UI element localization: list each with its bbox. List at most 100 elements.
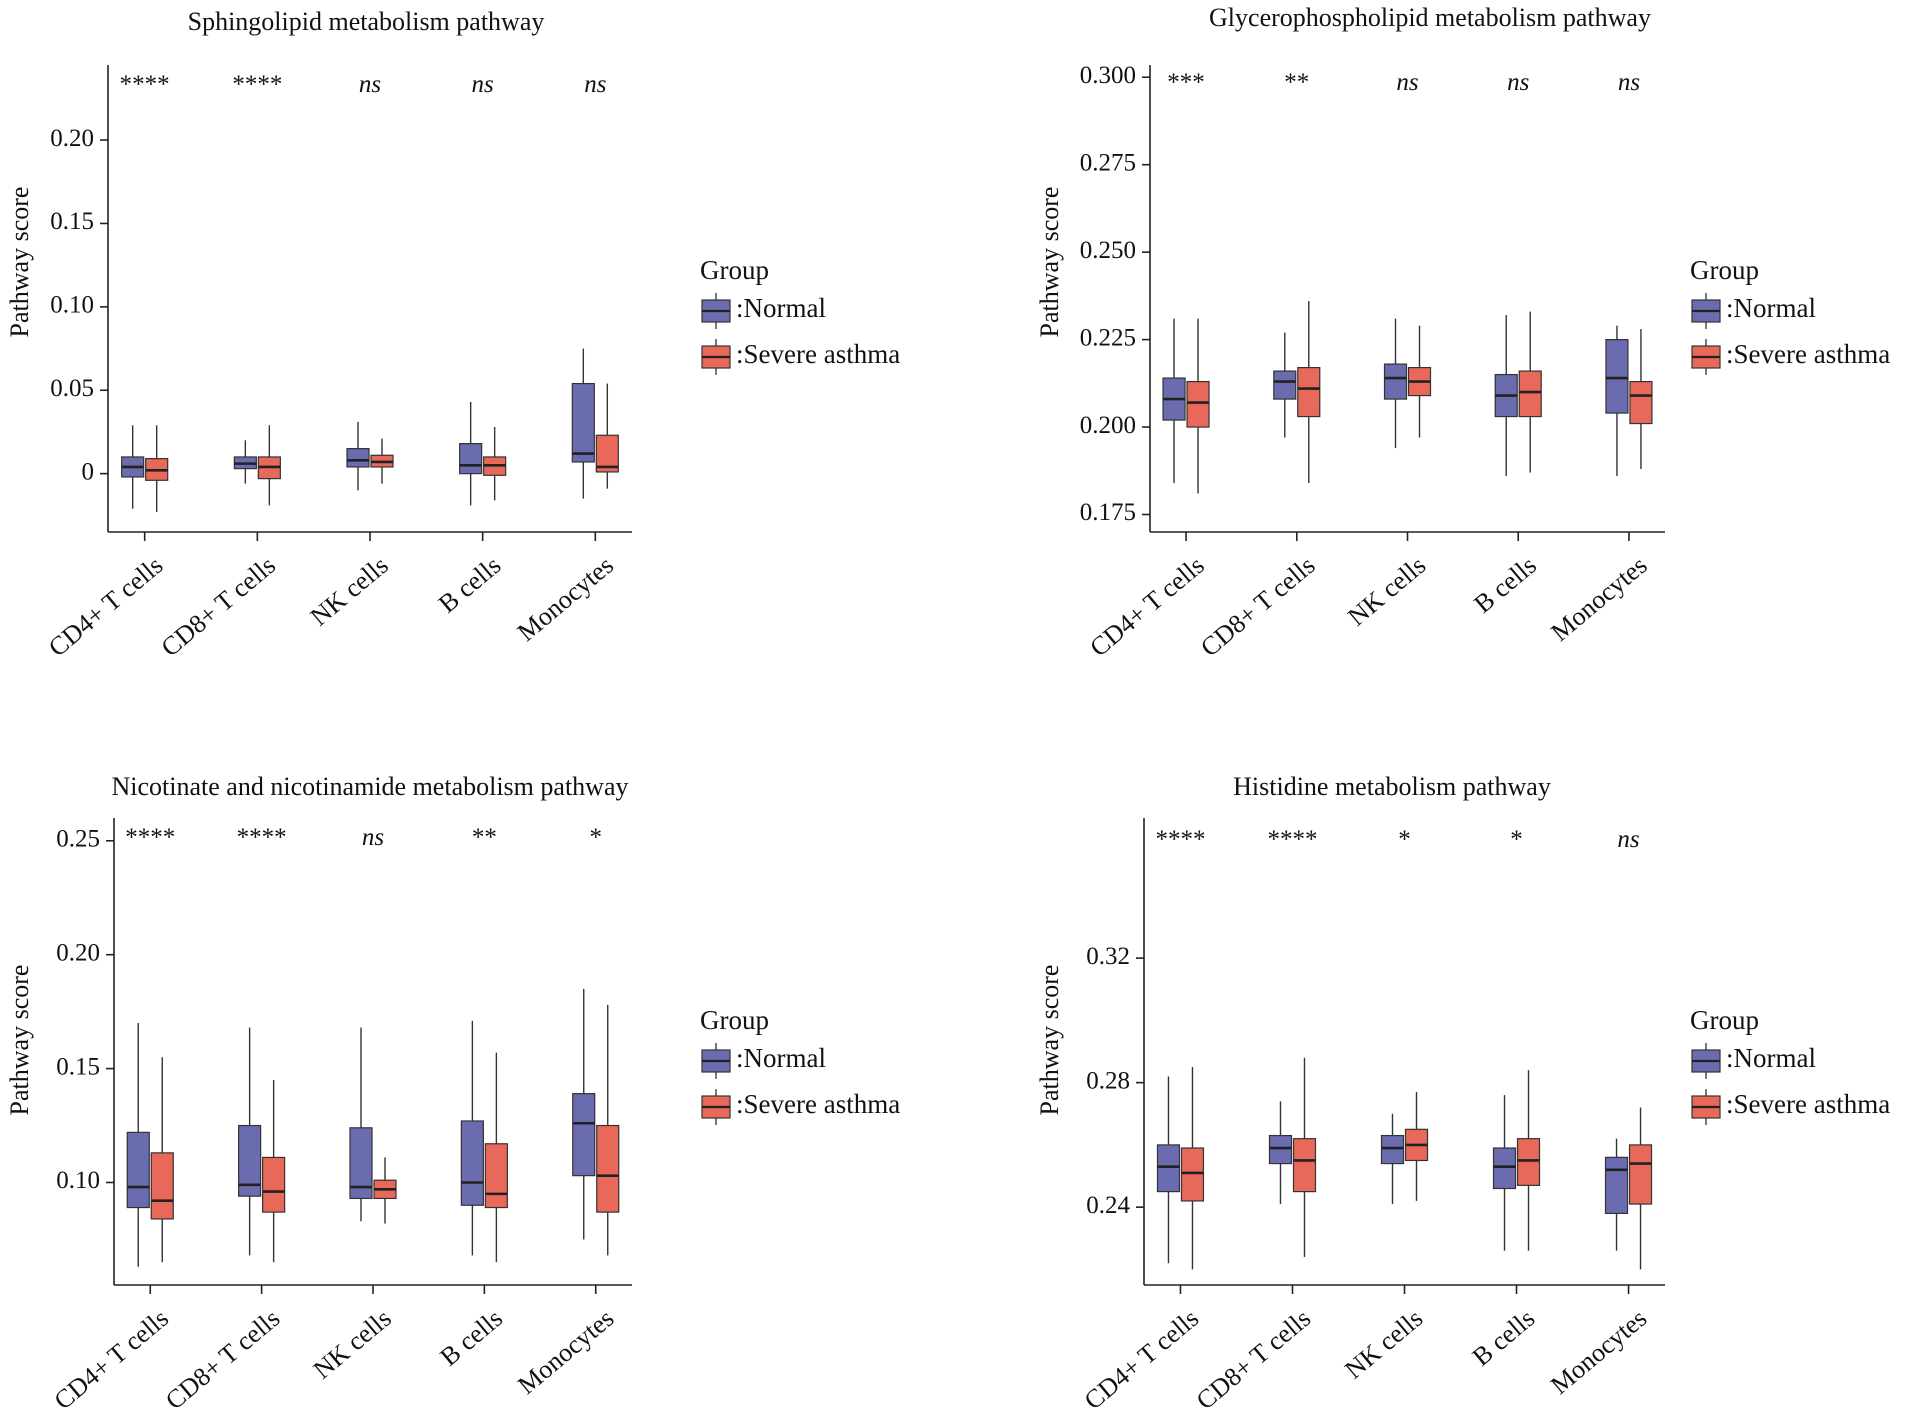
box-normal <box>1156 1076 1181 1264</box>
x-tick-label: NK cells <box>308 1303 397 1384</box>
box-body <box>1273 370 1297 400</box>
y-tick-label: 0.15 <box>56 1053 100 1080</box>
box-severe-asthma <box>596 1004 620 1256</box>
box-normal <box>459 401 483 506</box>
significance-label: ns <box>1396 69 1418 96</box>
box-normal <box>1604 1138 1629 1251</box>
y-tick-label: 0.225 <box>1080 324 1136 351</box>
x-tick-label: CD4+ T cells <box>1079 1303 1204 1415</box>
chart-title: Nicotinate and nicotinamide metabolism p… <box>112 772 629 801</box>
box-severe-asthma <box>483 426 507 501</box>
box-body <box>1516 1138 1541 1186</box>
chart-panel-2: Glycerophospholipid metabolism pathway Pa… <box>1035 3 1890 662</box>
box-severe-asthma <box>145 425 169 512</box>
y-tick-label: 0.24 <box>1086 1192 1130 1219</box>
legend-label: :Normal <box>736 1043 826 1073</box>
legend: Group:Normal:Severe asthma <box>1690 255 1890 375</box>
box-body <box>1629 380 1653 425</box>
box-normal <box>1268 1101 1293 1205</box>
box-severe-asthma <box>1297 301 1321 484</box>
significance-label: **** <box>1155 826 1205 853</box>
significance-label: **** <box>120 71 170 98</box>
x-tick-label: NK cells <box>1339 1303 1428 1384</box>
x-tick-label: CD8+ T cells <box>160 1303 285 1415</box>
y-axis-label: Pathway score <box>5 965 34 1116</box>
box-normal <box>572 988 596 1240</box>
box-body <box>1383 363 1408 400</box>
box-body <box>571 382 595 463</box>
box-severe-asthma <box>1186 318 1210 494</box>
box-body <box>150 1152 174 1220</box>
box-normal <box>1492 1095 1517 1251</box>
chart-title: Glycerophospholipid metabolism pathway <box>1209 3 1651 32</box>
legend-title: Group <box>1690 1005 1759 1035</box>
significance-label: ns <box>359 71 381 98</box>
chart-panel-1: Sphingolipid metabolism pathway Pathway s… <box>5 7 900 662</box>
y-axis-label: Pathway score <box>5 187 34 338</box>
box-normal <box>126 1023 150 1267</box>
y-tick-label: 0.200 <box>1080 412 1136 439</box>
x-tick-label: B cells <box>1467 1303 1540 1371</box>
legend-title: Group <box>700 255 769 285</box>
significance-label: *** <box>1167 69 1205 96</box>
box-body <box>1297 366 1321 418</box>
y-tick-label: 0 <box>82 458 95 485</box>
box-body <box>459 443 483 475</box>
significance-label: ns <box>472 71 494 98</box>
box-normal <box>1162 318 1186 484</box>
y-tick-label: 0.300 <box>1080 62 1136 89</box>
box-normal <box>1273 332 1297 438</box>
box-body <box>1186 380 1210 428</box>
legend-label: :Normal <box>736 293 826 323</box>
box-severe-asthma <box>1407 325 1432 438</box>
box-severe-asthma <box>1180 1067 1205 1270</box>
legend-label: :Severe asthma <box>1726 339 1890 369</box>
box-severe-asthma <box>370 438 394 484</box>
box-severe-asthma <box>262 1079 286 1263</box>
box-body <box>596 1124 620 1213</box>
legend-label: :Severe asthma <box>736 339 900 369</box>
box-severe-asthma <box>150 1057 174 1263</box>
box-body <box>460 1120 484 1206</box>
box-severe-asthma <box>1628 1107 1653 1270</box>
box-normal <box>1383 318 1408 449</box>
box-body <box>262 1156 286 1213</box>
significance-label: ns <box>1617 826 1639 853</box>
box-normal <box>233 440 257 484</box>
box-body <box>1604 1156 1629 1214</box>
x-tick-label: CD4+ T cells <box>1084 550 1209 662</box>
box-body <box>1605 339 1629 414</box>
significance-label: * <box>589 824 602 851</box>
significance-label: ** <box>472 824 497 851</box>
legend: Group:Normal:Severe asthma <box>1690 1005 1890 1125</box>
y-tick-label: 0.05 <box>50 375 94 402</box>
box-severe-asthma <box>484 1052 508 1263</box>
box-normal <box>121 425 145 509</box>
box-body <box>238 1124 262 1197</box>
significance-label: ns <box>1618 69 1640 96</box>
significance-label: **** <box>1267 826 1317 853</box>
box-severe-asthma <box>1518 311 1542 473</box>
x-tick-label: B cells <box>435 1303 508 1371</box>
x-tick-label: CD4+ T cells <box>49 1303 174 1415</box>
box-body <box>346 448 370 468</box>
box-normal <box>1380 1113 1405 1205</box>
box-normal <box>238 1027 262 1256</box>
legend-label: :Severe asthma <box>1726 1089 1890 1119</box>
x-tick-label: NK cells <box>305 550 394 631</box>
y-tick-label: 0.32 <box>1086 943 1130 970</box>
x-tick-label: CD4+ T cells <box>43 550 168 662</box>
legend-label: :Normal <box>1726 293 1816 323</box>
box-body <box>1518 370 1542 418</box>
box-body <box>1628 1144 1653 1205</box>
legend-title: Group <box>700 1005 769 1035</box>
box-body <box>1380 1134 1405 1165</box>
legend-label: :Severe asthma <box>736 1089 900 1119</box>
box-normal <box>349 1027 373 1222</box>
y-axis-label: Pathway score <box>1035 187 1064 338</box>
x-tick-label: B cells <box>1469 550 1542 618</box>
significance-label: ns <box>1507 69 1529 96</box>
box-severe-asthma <box>373 1157 397 1224</box>
x-tick-label: B cells <box>433 550 506 618</box>
box-body <box>349 1127 373 1200</box>
